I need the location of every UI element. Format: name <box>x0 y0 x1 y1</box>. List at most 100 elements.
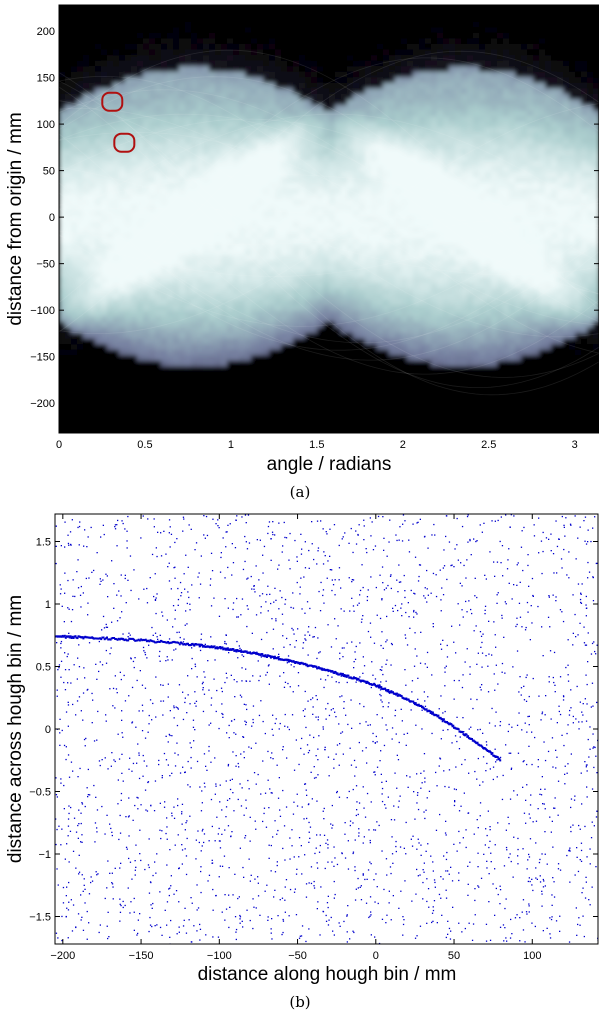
heatmap-cell <box>83 260 90 267</box>
heatmap-cell <box>101 93 108 101</box>
heatmap-cell <box>149 27 156 34</box>
heatmap-cell <box>101 60 108 67</box>
heatmap-cell <box>107 249 114 256</box>
heatmap-cell <box>275 188 282 195</box>
heatmap-cell <box>407 171 414 179</box>
heatmap-cell <box>131 10 138 17</box>
heatmap-cell <box>137 405 144 412</box>
heatmap-cell <box>95 182 102 190</box>
heatmap-cell <box>353 271 360 279</box>
heatmap-cell <box>401 305 408 312</box>
heatmap-cell <box>101 110 108 117</box>
heatmap-cell <box>77 193 84 201</box>
heatmap-cell <box>353 105 360 112</box>
heatmap-cell <box>71 260 78 267</box>
heatmap-cell <box>443 249 450 256</box>
heatmap-cell <box>365 21 372 28</box>
heatmap-cell <box>419 355 426 362</box>
heatmap-cell <box>239 66 246 73</box>
heatmap-cell <box>131 55 138 62</box>
heatmap-cell <box>191 199 198 206</box>
heatmap-cell <box>131 171 138 179</box>
heatmap-cell <box>377 71 384 78</box>
heatmap-cell <box>275 238 282 245</box>
heatmap-cell <box>287 116 294 123</box>
heatmap-cell <box>431 38 438 45</box>
heatmap-cell <box>275 93 282 101</box>
heatmap-cell <box>365 143 372 151</box>
heatmap-cell <box>185 110 192 117</box>
heatmap-cell <box>83 143 90 151</box>
heatmap-cell <box>137 238 144 245</box>
heatmap-cell <box>281 255 288 262</box>
heatmap-cell <box>89 382 96 390</box>
heatmap-cell <box>347 188 354 195</box>
heatmap-cell <box>59 394 66 401</box>
heatmap-cell <box>125 10 132 17</box>
heatmap-cell <box>401 77 408 84</box>
heatmap-cell <box>443 60 450 67</box>
heatmap-cell <box>299 138 306 145</box>
heatmap-cell <box>299 21 306 28</box>
heatmap-cell <box>359 366 366 373</box>
heatmap-cell <box>437 327 444 334</box>
heatmap-cell <box>191 255 198 262</box>
heatmap-cell <box>101 138 108 145</box>
heatmap-cell <box>191 27 198 34</box>
heatmap-cell <box>407 177 414 184</box>
heatmap-cell <box>353 227 360 234</box>
heatmap-cell <box>269 127 276 134</box>
heatmap-cell <box>293 193 300 201</box>
heatmap-cell <box>329 299 336 306</box>
heatmap-cell <box>209 49 216 56</box>
heatmap-cell <box>113 88 120 95</box>
heatmap-cell <box>431 88 438 95</box>
heatmap-cell <box>251 155 258 162</box>
heatmap-cell <box>377 127 384 134</box>
heatmap-cell <box>113 71 120 78</box>
heatmap-cell <box>197 427 204 433</box>
heatmap-cell <box>281 110 288 117</box>
heatmap-cell <box>323 227 330 234</box>
heatmap-cell <box>125 188 132 195</box>
heatmap-cell <box>59 316 66 323</box>
heatmap-cell <box>329 155 336 162</box>
heatmap-cell <box>335 327 342 334</box>
heatmap-cell <box>299 266 306 273</box>
heatmap-cell <box>395 399 402 406</box>
heatmap-cell <box>395 188 402 195</box>
heatmap-cell <box>173 416 180 423</box>
heatmap-cell <box>209 405 216 412</box>
heatmap-cell <box>395 177 402 184</box>
heatmap-cell <box>245 60 252 67</box>
heatmap-cell <box>389 277 396 284</box>
heatmap-cell <box>389 255 396 262</box>
heatmap-cell <box>437 177 444 184</box>
heatmap-cell <box>209 427 216 433</box>
heatmap-cell <box>293 199 300 206</box>
heatmap-cell <box>317 288 324 295</box>
heatmap-cell <box>185 66 192 73</box>
heatmap-cell <box>389 282 396 290</box>
heatmap-cell <box>65 232 72 240</box>
heatmap-cell <box>269 43 276 51</box>
heatmap-cell <box>317 171 324 179</box>
heatmap-cell <box>425 305 432 312</box>
heatmap-cell <box>119 255 126 262</box>
heatmap-cell <box>215 399 222 406</box>
heatmap-cell <box>197 16 204 23</box>
heatmap-cell <box>65 71 72 78</box>
heatmap-cell <box>275 177 282 184</box>
heatmap-cell <box>437 405 444 412</box>
heatmap-cell <box>221 121 228 128</box>
heatmap-cell <box>299 199 306 206</box>
heatmap-cell <box>233 99 240 106</box>
heatmap-cell <box>89 143 96 151</box>
heatmap-cell <box>347 399 354 406</box>
heatmap-cell <box>161 427 168 433</box>
heatmap-cell <box>443 216 450 223</box>
heatmap-cell <box>377 66 384 73</box>
heatmap-cell <box>335 360 342 367</box>
heatmap-cell <box>155 32 162 40</box>
heatmap-cell <box>365 405 372 412</box>
